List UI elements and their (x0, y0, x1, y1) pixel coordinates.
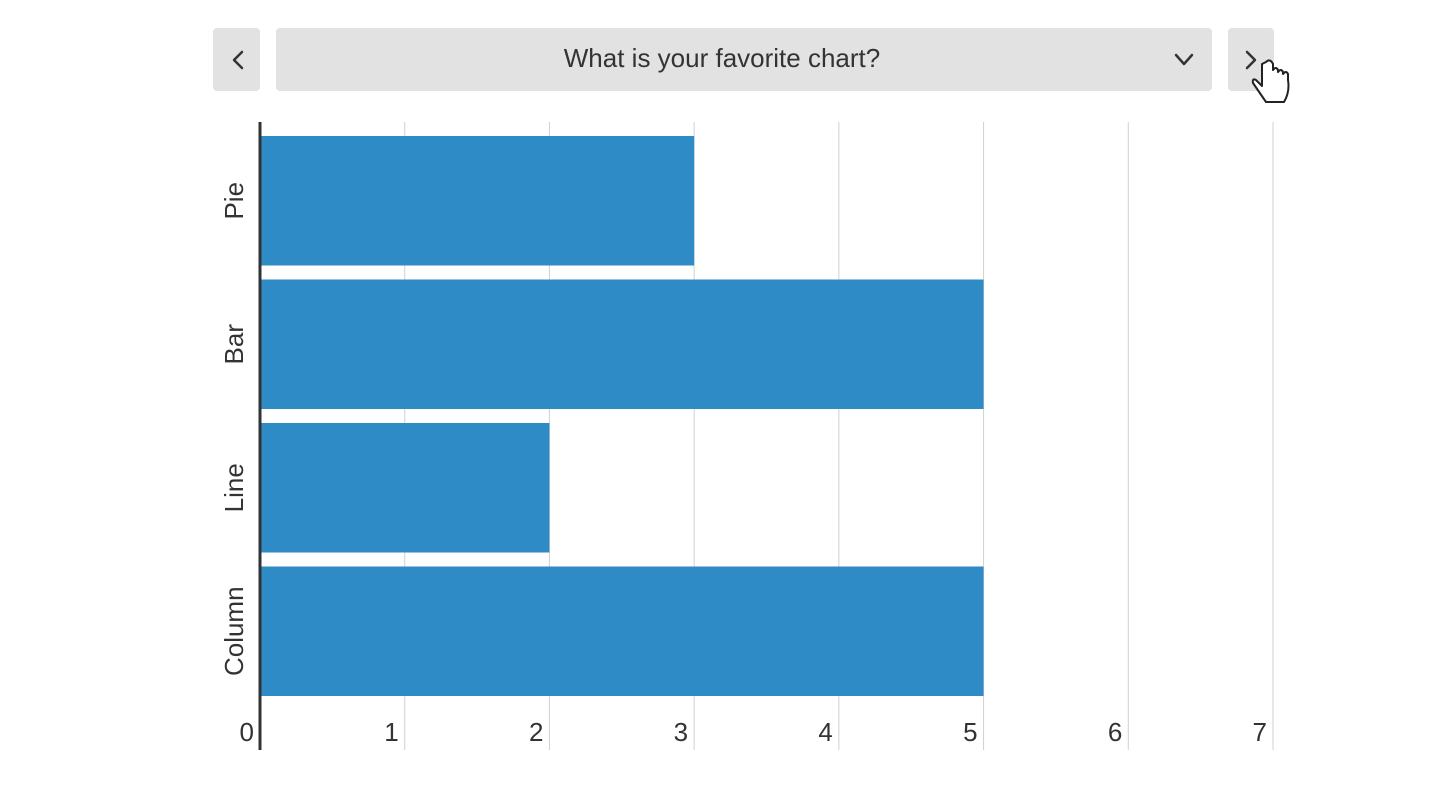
x-tick-label: 3 (674, 717, 688, 747)
prev-button-bg[interactable] (213, 28, 260, 91)
question-text[interactable]: What is your favorite chart? (564, 43, 880, 73)
prev-button[interactable] (213, 28, 260, 91)
bar (260, 423, 550, 553)
chart: 0 1 2 3 4 5 6 7 Pie Bar Line Column (219, 122, 1274, 750)
bar (260, 136, 695, 266)
x-tick-label: 1 (384, 717, 398, 747)
y-tick-label: Pie (219, 182, 249, 220)
next-icon[interactable] (1245, 50, 1257, 70)
x-tick-label: 0 (240, 717, 254, 747)
cursor (1251, 59, 1290, 103)
x-tick-label: 2 (529, 717, 543, 747)
y-tick-label: Bar (219, 324, 249, 365)
prev-icon[interactable] (232, 50, 244, 70)
x-tick-label: 4 (818, 717, 832, 747)
dropdown-bg[interactable] (276, 28, 1212, 91)
y-tick-label: Line (219, 463, 249, 512)
bar (260, 279, 984, 409)
bar (260, 566, 984, 696)
x-tick-label: 6 (1108, 717, 1122, 747)
x-tick-label: 7 (1253, 717, 1267, 747)
dropdown-icon[interactable] (1174, 53, 1194, 66)
y-tick-label: Column (219, 586, 249, 676)
question-dropdown[interactable]: What is your favorite chart? (276, 28, 1212, 91)
x-tick-label: 5 (963, 717, 977, 747)
